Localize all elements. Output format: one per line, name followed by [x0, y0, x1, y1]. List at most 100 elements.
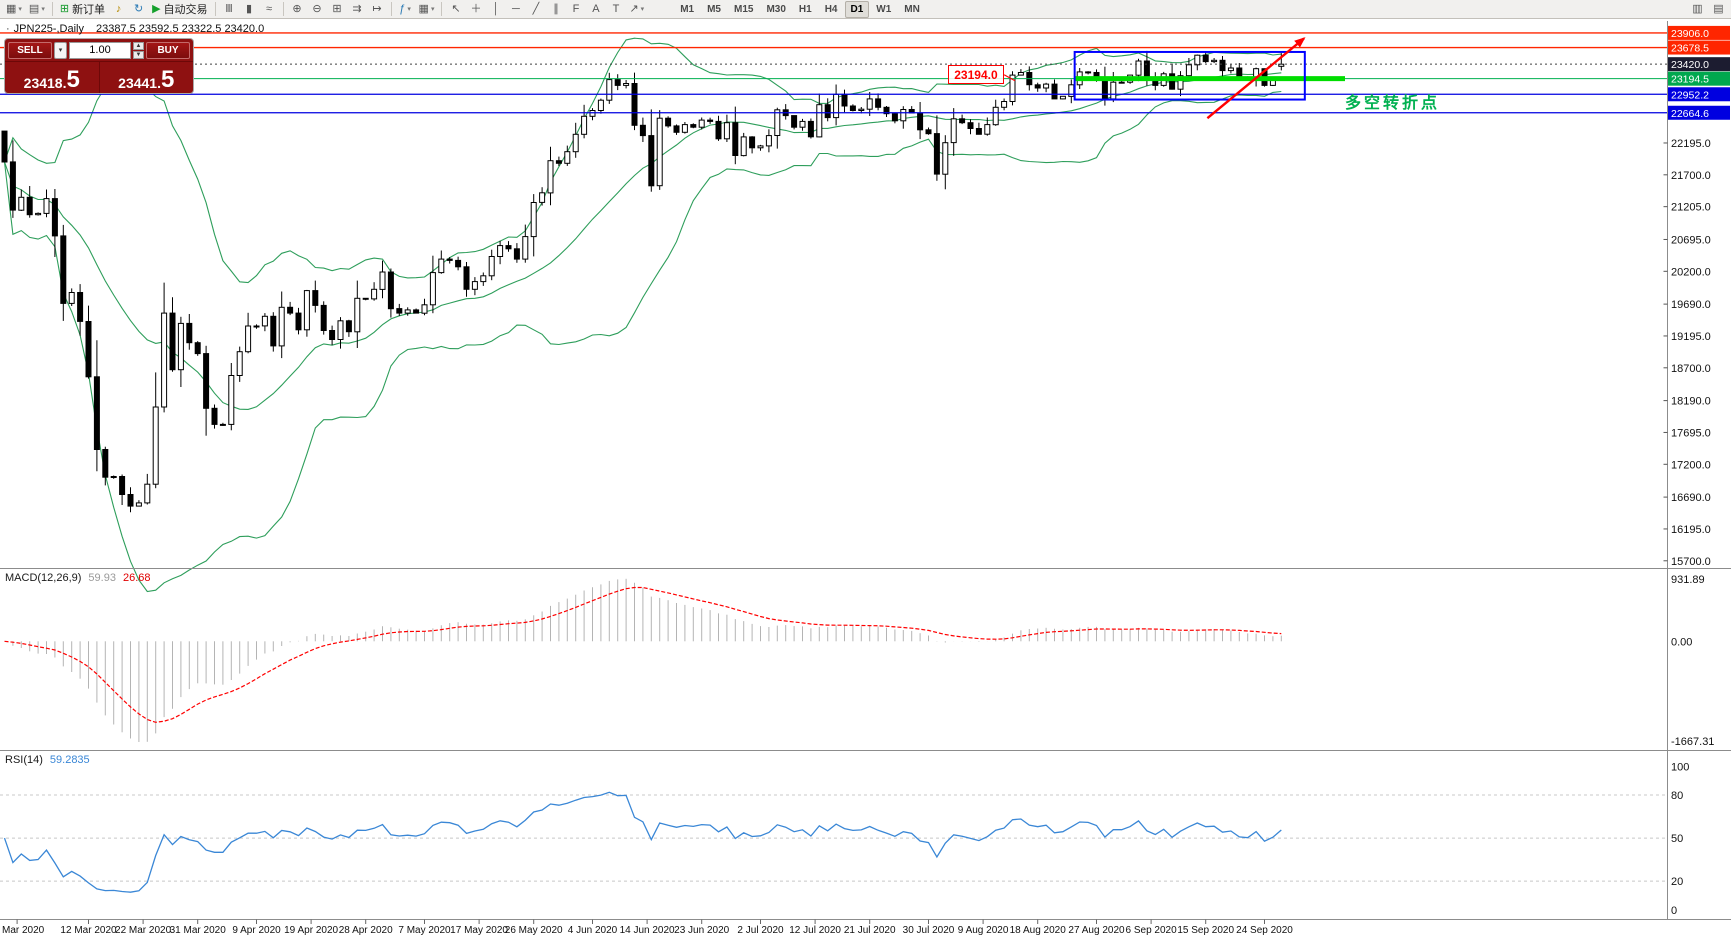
timeframe-h1[interactable]: H1 — [798, 3, 812, 15]
arrows-button[interactable]: ↗ ▾ — [626, 1, 647, 18]
alerts-button[interactable]: ♪ — [109, 1, 128, 18]
text-label-button-icon: T — [612, 2, 620, 15]
sell-button[interactable]: SELL — [8, 41, 52, 59]
timeframe-h4[interactable]: H4 — [824, 3, 838, 15]
refresh-button-icon: ↻ — [133, 2, 144, 15]
sell-price-main: 23418. — [23, 75, 67, 91]
line-chart-button[interactable]: ≈ — [260, 1, 279, 18]
horizontal-line-button[interactable]: ─ — [506, 1, 525, 18]
trendline-button[interactable]: ╱ — [526, 1, 545, 18]
refresh-button[interactable]: ↻ — [129, 1, 148, 18]
svg-text:18190.0: 18190.0 — [1671, 396, 1711, 408]
new-order-button-icon: ⊞ — [59, 2, 70, 15]
svg-text:4 Jun 2020: 4 Jun 2020 — [568, 925, 618, 936]
svg-text:24 Sep 2020: 24 Sep 2020 — [1236, 925, 1293, 936]
text-label-button[interactable]: T — [606, 1, 625, 18]
crosshair-button[interactable]: ＋ — [466, 1, 485, 18]
chart-title: · JPN225-,Daily 23387.5 23592.5 23322.5 23… — [6, 23, 264, 35]
buy-price[interactable]: 23441. 5 — [100, 62, 194, 93]
svg-text:0: 0 — [1671, 905, 1677, 917]
candles — [1, 50, 1285, 513]
timeframe-w1[interactable]: W1 — [876, 3, 892, 15]
candlestick-chart-button-icon: ▮ — [246, 2, 253, 15]
price-level-annotation-text: 23194.0 — [954, 67, 998, 82]
toolbar-separator — [441, 2, 443, 16]
svg-text:19195.0: 19195.0 — [1671, 331, 1711, 343]
buy-price-main: 23441. — [118, 75, 161, 91]
text-button[interactable]: A — [586, 1, 605, 18]
bollinger-bands — [3, 37, 1282, 593]
rsi-label: RSI(14) 59.2835 — [5, 754, 90, 766]
channel-button-icon: ∥ — [553, 2, 559, 15]
print-preview-button[interactable]: ▥ — [1688, 1, 1707, 18]
cursor-button[interactable]: ↖ — [446, 1, 465, 18]
trendline-button-icon: ╱ — [532, 2, 540, 15]
horizontal-line-button-icon: ─ — [512, 2, 520, 15]
svg-text:23 Jun 2020: 23 Jun 2020 — [674, 925, 729, 936]
candlestick-chart-button[interactable]: ▮ — [240, 1, 259, 18]
toolbar-right-icons: ▥ ▤ — [1688, 1, 1728, 18]
zoom-out-button[interactable]: ⊖ — [308, 1, 327, 18]
toolbar-separator — [51, 2, 53, 16]
toolbar-separator — [282, 2, 284, 16]
new-chart-button[interactable]: ▦ ▾ — [3, 1, 25, 18]
auto-scroll-button[interactable]: ⇉ — [348, 1, 367, 18]
one-click-menu-button[interactable]: ▾ — [54, 41, 67, 59]
svg-text:14 Jun 2020: 14 Jun 2020 — [620, 925, 675, 936]
algo-trading-button-label: 自动交易 — [163, 4, 208, 16]
turning-point-note[interactable]: 多空转折点 — [1345, 94, 1441, 112]
print-button[interactable]: ▤ — [1709, 1, 1728, 18]
print-preview-button-icon: ▥ — [1692, 2, 1703, 15]
svg-text:17 May 2020: 17 May 2020 — [450, 925, 508, 936]
timeframe-mn[interactable]: MN — [904, 3, 920, 15]
timeframe-m30[interactable]: M30 — [766, 3, 786, 15]
price-scale[interactable]: 22195.0 21700.0 21205.0 20695.0 20200.0 19690… — [1663, 25, 1731, 917]
volume-down-button[interactable]: ▼ — [133, 50, 144, 59]
tile-windows-button[interactable]: ⊞ — [328, 1, 347, 18]
rsi-levels — [0, 794, 1667, 882]
timeframe-m15[interactable]: M15 — [734, 3, 754, 15]
volume-input[interactable]: 1.00 — [69, 41, 131, 59]
fibonacci-button[interactable]: F — [566, 1, 585, 18]
new-order-button[interactable]: ⊞ 新订单 — [57, 1, 108, 18]
chevron-down-icon: ▾ — [640, 6, 645, 13]
svg-text:22195.0: 22195.0 — [1671, 138, 1711, 150]
volume-up-button[interactable]: ▲ — [133, 41, 144, 50]
timeframe-m1[interactable]: M1 — [680, 3, 695, 15]
sell-price[interactable]: 23418. 5 — [5, 62, 100, 93]
print-button-icon: ▤ — [1713, 2, 1724, 15]
svg-text:21205.0: 21205.0 — [1671, 202, 1711, 214]
svg-text:27 Aug 2020: 27 Aug 2020 — [1068, 925, 1125, 936]
indicators-button[interactable]: ƒ ▾ — [396, 1, 415, 18]
timeframe-group: M1 M5 M15 M30 H1 H4 D1 W1 MN — [674, 0, 926, 18]
buy-price-big-digit: 5 — [160, 65, 175, 93]
rsi-name: RSI(14) — [5, 754, 43, 766]
svg-text:22 Mar 2020: 22 Mar 2020 — [115, 925, 172, 936]
zoom-in-button[interactable]: ⊕ — [288, 1, 307, 18]
chart-shift-button[interactable]: ↦ — [368, 1, 387, 18]
svg-text:9 Apr 2020: 9 Apr 2020 — [232, 925, 281, 936]
chart-canvas[interactable]: 22195.0 21700.0 21205.0 20695.0 20200.0 19690… — [0, 19, 1731, 940]
channel-button[interactable]: ∥ — [546, 1, 565, 18]
algo-trading-button[interactable]: ▶ 自动交易 — [149, 1, 210, 18]
rsi-line — [3, 791, 1282, 893]
svg-text:20: 20 — [1671, 876, 1683, 888]
toolbar: ▦ ▾ ▤ ▾ ⊞ 新订单 ♪ ↻ ▶ 自动交易 Ⅲ ▮ ≈ ⊕ ⊖ ⊞ ⇉ ↦ ƒ ▾ ▦ ▾ ↖ ＋ │ ─ ╱ ∥ F A T ↗ ▾ M1… — [0, 0, 1731, 19]
templates-button[interactable]: ▦ ▾ — [416, 1, 438, 18]
arrows-button-icon: ↗ — [629, 2, 639, 15]
svg-text:21 Jul 2020: 21 Jul 2020 — [844, 925, 896, 936]
panel-separators[interactable] — [0, 21, 1731, 920]
alerts-button-icon: ♪ — [115, 2, 122, 15]
timeframe-d1[interactable]: D1 — [844, 0, 870, 18]
profiles-button[interactable]: ▤ ▾ — [26, 1, 48, 18]
buy-button[interactable]: BUY — [146, 41, 190, 59]
chart-symbol-period: JPN225-,Daily — [13, 23, 84, 35]
price-level-annotation[interactable]: 23194.0 — [947, 65, 1005, 85]
rsi-value: 59.2835 — [49, 754, 90, 766]
timeframe-m5[interactable]: M5 — [707, 3, 721, 15]
bar-chart-button[interactable]: Ⅲ — [220, 1, 239, 18]
svg-text:Mar 2020: Mar 2020 — [2, 925, 45, 936]
vertical-line-button[interactable]: │ — [486, 1, 505, 18]
macd-value-signal: 26.68 — [122, 572, 151, 584]
